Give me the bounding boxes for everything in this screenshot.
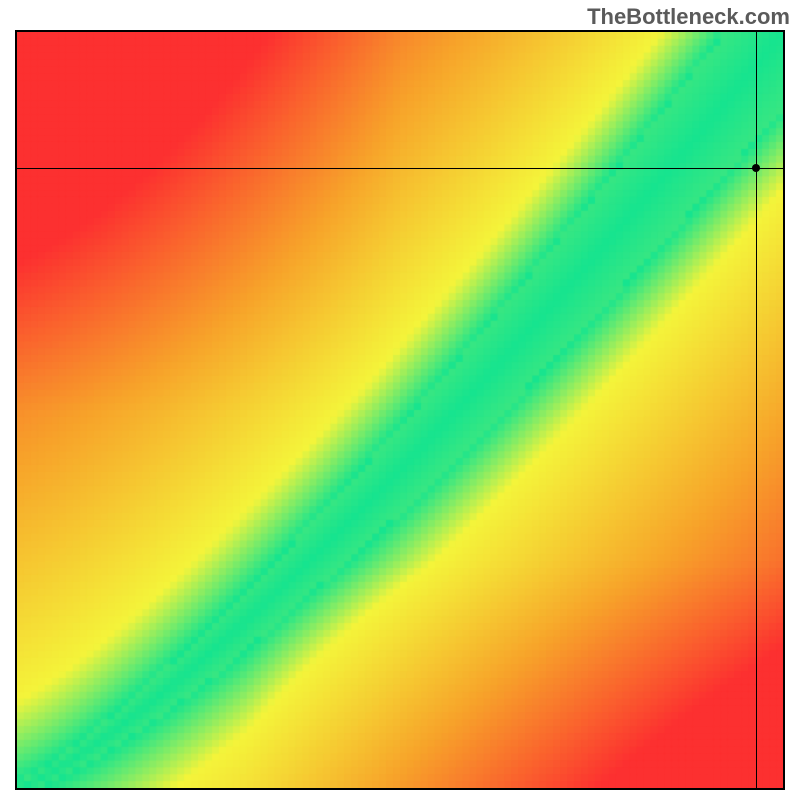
crosshair-horizontal xyxy=(17,168,783,169)
chart-container: TheBottleneck.com xyxy=(0,0,800,800)
heatmap-plot xyxy=(15,30,785,790)
heatmap-canvas xyxy=(17,32,783,788)
crosshair-vertical xyxy=(756,32,757,788)
crosshair-marker xyxy=(752,164,760,172)
watermark-text: TheBottleneck.com xyxy=(587,4,790,30)
